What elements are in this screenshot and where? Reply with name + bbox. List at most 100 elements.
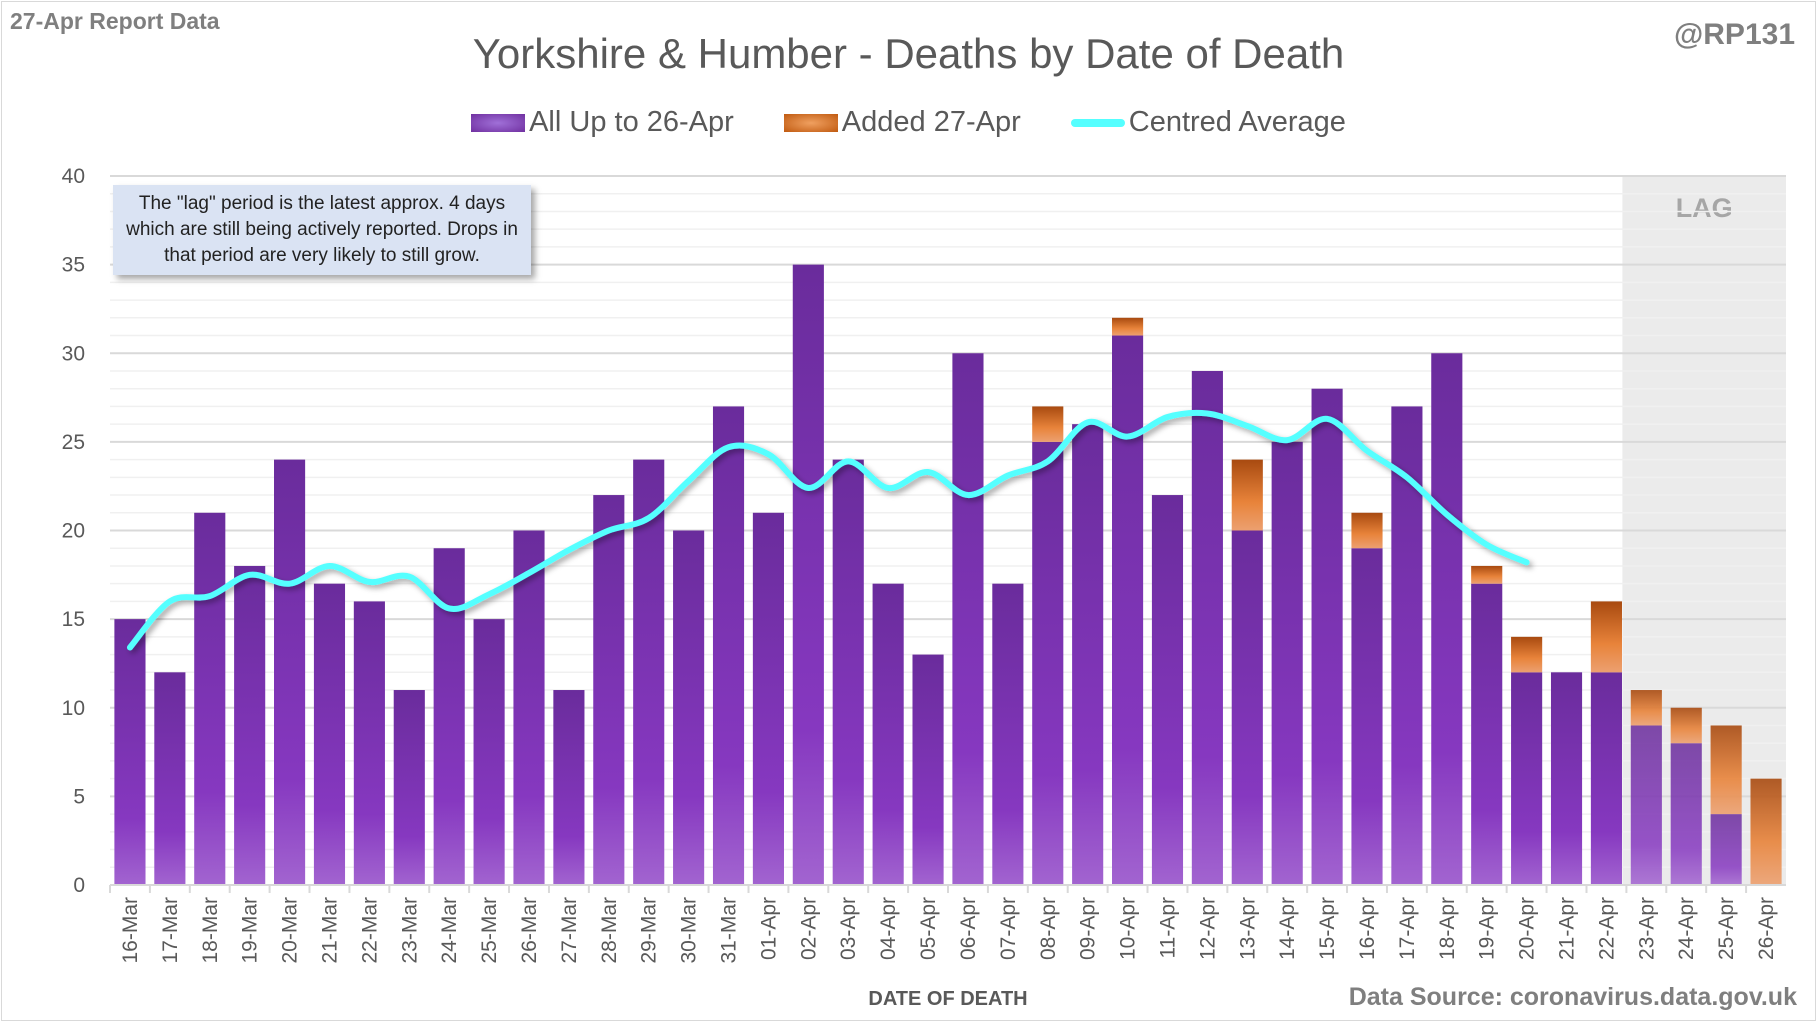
bar-all: [513, 530, 545, 885]
x-tick-label: 30-Mar: [678, 897, 701, 964]
y-tick-label: 30: [62, 342, 85, 365]
bar-all: [952, 353, 984, 885]
x-tick-label: 19-Mar: [239, 897, 262, 964]
bar-all: [1550, 672, 1583, 885]
bar-all: [1471, 583, 1503, 885]
x-tick-label: 22-Apr: [1595, 897, 1618, 960]
bar-all: [154, 672, 186, 885]
bar-all: [393, 690, 425, 885]
x-tick-label: 25-Apr: [1715, 897, 1738, 960]
legend-item-average: Centred Average: [1070, 106, 1346, 139]
report-date-label: 27-Apr Report Data: [10, 8, 220, 34]
x-tick-label: 13-Apr: [1236, 897, 1259, 960]
y-tick-label: 10: [62, 697, 85, 720]
bar-added: [1032, 406, 1064, 442]
x-tick-label: 28-Mar: [598, 897, 621, 964]
bar-all: [194, 512, 226, 885]
x-tick-label: 11-Apr: [1156, 897, 1179, 958]
x-tick-label: 02-Apr: [797, 897, 820, 960]
bar-added: [1112, 317, 1144, 336]
x-tick-label: 21-Mar: [318, 897, 341, 964]
bar-all: [752, 512, 784, 885]
lag-note: The "lag" period is the latest approx. 4…: [113, 185, 531, 275]
x-tick-label: 24-Apr: [1675, 897, 1698, 960]
x-tick-label: 10-Apr: [1117, 897, 1140, 960]
bar-added: [1471, 565, 1503, 584]
bar-all: [1630, 725, 1662, 885]
y-tick-label: 20: [62, 520, 85, 543]
centred-average-line: [126, 409, 1530, 651]
x-tick-label: 29-Mar: [638, 897, 661, 964]
bar-added: [1511, 636, 1543, 673]
data-source: Data Source: coronavirus.data.gov.uk: [1348, 983, 1797, 1011]
bar-all: [1112, 335, 1144, 885]
bar-all: [1670, 743, 1702, 885]
y-tick-label: 0: [73, 874, 85, 897]
x-tick-label: 18-Mar: [199, 897, 222, 964]
bar-all: [114, 619, 146, 885]
bar-added: [1351, 512, 1383, 549]
bar-all: [1311, 388, 1343, 885]
bar-all: [234, 565, 266, 885]
x-tick-label: 15-Apr: [1316, 897, 1339, 960]
bar-all: [872, 583, 904, 885]
bar-all: [1351, 548, 1383, 885]
y-tick-label: 25: [62, 431, 85, 454]
legend-label: Added 27-Apr: [841, 106, 1021, 138]
bar-all: [1032, 441, 1064, 885]
x-tick-label: 09-Apr: [1077, 897, 1100, 960]
bar-all: [633, 459, 665, 885]
x-tick-label: 16-Mar: [119, 897, 142, 964]
x-tick-label: 14-Apr: [1276, 897, 1299, 960]
x-tick-label: 20-Apr: [1516, 897, 1539, 960]
x-tick-label: 12-Apr: [1196, 897, 1219, 960]
x-tick-label: 25-Mar: [478, 897, 501, 964]
bar-added: [1590, 601, 1622, 673]
x-tick-label: 05-Apr: [917, 897, 940, 960]
legend-swatch-orange: [783, 113, 838, 132]
bar-all: [1271, 441, 1303, 885]
x-tick-label: 24-Mar: [438, 897, 461, 964]
x-axis-title: DATE OF DEATH: [868, 988, 1027, 1010]
bar-all: [712, 406, 745, 885]
legend-item-added: Added 27-Apr: [783, 106, 1021, 139]
bar-all: [1511, 672, 1543, 885]
bar-added: [1710, 725, 1742, 815]
chart-title: Yorkshire & Humber - Deaths by Date of D…: [472, 30, 1345, 77]
y-tick-label: 15: [62, 608, 85, 631]
x-tick-label: 16-Apr: [1356, 897, 1379, 960]
x-tick-label: 17-Apr: [1396, 897, 1419, 960]
bar-all: [792, 264, 824, 885]
y-tick-label: 5: [73, 785, 85, 808]
bar-all: [1231, 530, 1263, 885]
x-tick-label: 26-Mar: [518, 897, 541, 964]
bar-all: [313, 583, 346, 885]
x-tick-label: 23-Apr: [1635, 897, 1658, 960]
y-tick-label: 40: [62, 165, 85, 188]
legend: All Up to 26-Apr Added 27-Apr Centred Av…: [0, 106, 1817, 139]
x-tick-label: 20-Mar: [279, 897, 302, 964]
x-tick-label: 18-Apr: [1436, 897, 1459, 960]
x-tick-label: 03-Apr: [837, 897, 860, 960]
author-handle: @RP131: [1674, 18, 1795, 51]
bar-all: [553, 690, 585, 885]
x-tick-label: 31-Mar: [718, 897, 741, 964]
x-tick-label: 01-Apr: [757, 897, 780, 960]
bar-all: [1151, 495, 1184, 885]
x-tick-label: 27-Mar: [558, 897, 581, 964]
bar-all: [673, 530, 705, 885]
y-tick-label: 35: [62, 254, 85, 277]
legend-swatch-purple: [471, 113, 526, 132]
bar-all: [274, 459, 306, 885]
bar-all: [353, 601, 385, 885]
x-tick-label: 06-Apr: [957, 897, 980, 960]
bar-added: [1231, 459, 1263, 531]
legend-label: All Up to 26-Apr: [529, 106, 734, 138]
bar-all: [473, 619, 505, 885]
bar-all: [912, 654, 944, 885]
x-tick-label: 07-Apr: [997, 897, 1020, 960]
x-tick-label: 08-Apr: [1037, 897, 1060, 960]
bar-all: [992, 583, 1024, 885]
